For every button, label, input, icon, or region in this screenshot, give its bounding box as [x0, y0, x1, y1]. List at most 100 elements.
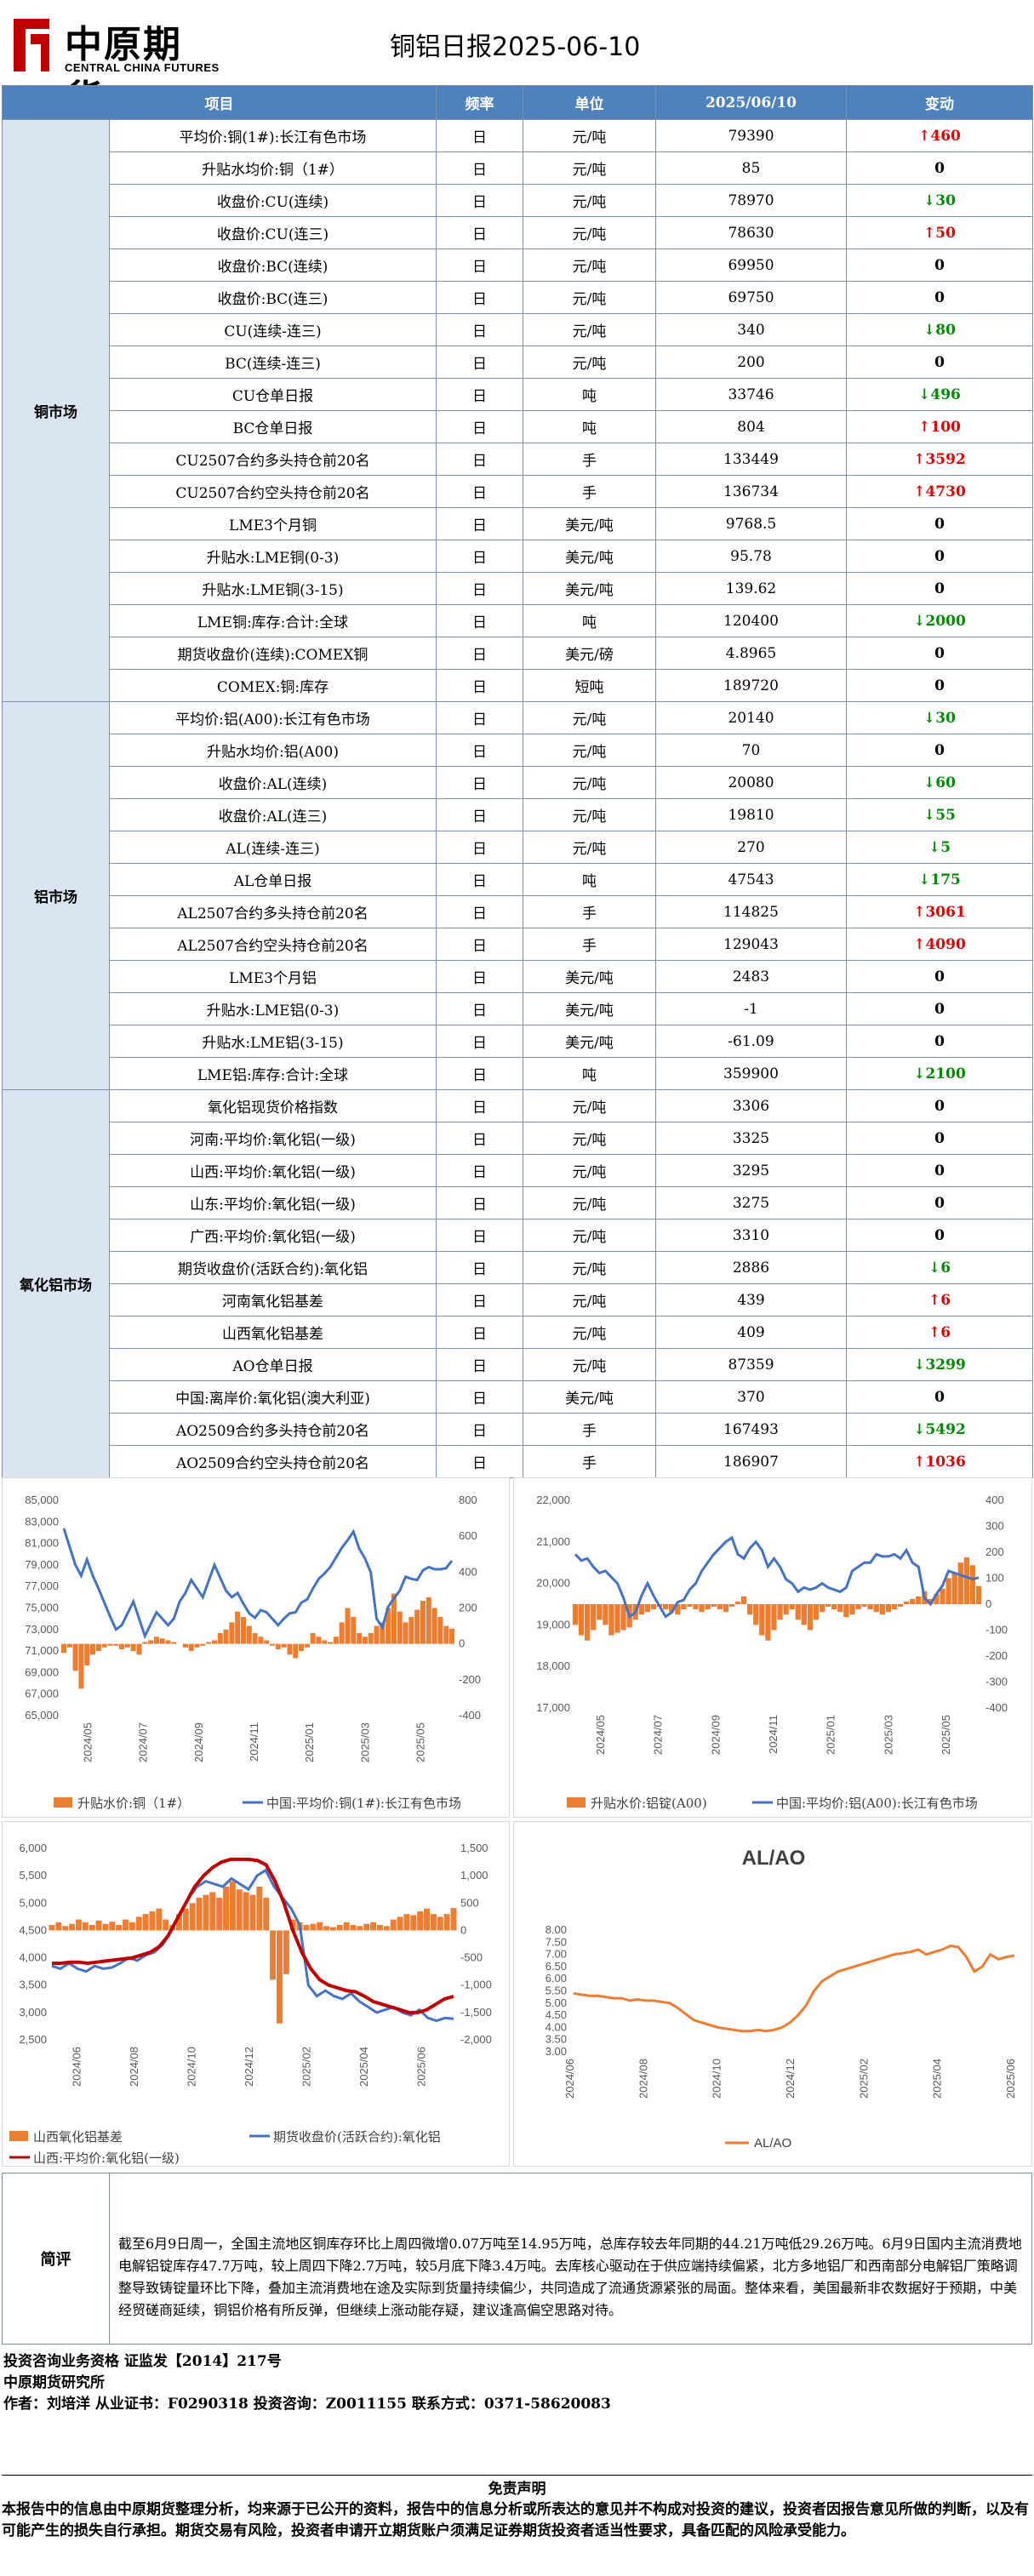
table-row: 广西:平均价:氧化铝(一级) 日元/吨 3310 0	[3, 1219, 1033, 1252]
table-header-row: 项目 频率 单位 2025/06/10 变动	[2, 85, 1033, 120]
change-cell: ↑4090	[846, 928, 1033, 961]
change-value: 3592	[925, 450, 966, 468]
item-cell: LME铜:库存:合计:全球	[109, 604, 437, 637]
change-value: 3061	[925, 903, 966, 921]
frequency-cell: 日	[436, 766, 523, 799]
area-bar	[142, 1642, 148, 1644]
area-bar	[873, 1604, 879, 1613]
unit-cell: 元/吨	[523, 151, 656, 185]
value-cell: 79390	[655, 119, 847, 152]
area-bar	[443, 1625, 449, 1644]
area-bar	[182, 1643, 188, 1648]
arrow-down-icon: ↓	[918, 386, 931, 403]
change-value: 30	[935, 191, 956, 209]
area-bar	[283, 1930, 289, 1974]
value-cell: 2886	[655, 1251, 847, 1284]
arrow-up-icon: ↑	[913, 483, 926, 500]
arrow-down-icon: ↓	[913, 1065, 926, 1082]
arrow-up-icon: ↑	[913, 935, 926, 953]
area-bar	[156, 1908, 163, 1931]
y-tick-label-right: 200	[985, 1545, 1004, 1558]
column-header-unit: 单位	[523, 85, 656, 120]
change-value: 0	[934, 515, 945, 533]
area-bar	[819, 1604, 825, 1613]
area-bar	[705, 1604, 711, 1610]
unit-cell: 吨	[523, 378, 656, 411]
value-cell: 69950	[655, 248, 847, 282]
change-cell: ↓2000	[846, 604, 1033, 637]
area-bar	[130, 1643, 136, 1652]
y-tick-label-right: -400	[459, 1709, 481, 1722]
area-bar	[323, 1926, 330, 1931]
frequency-cell: 日	[436, 604, 523, 637]
change-value: 5492	[925, 1420, 966, 1438]
area-bar	[728, 1604, 735, 1608]
area-bar	[129, 1922, 135, 1931]
area-bar	[89, 1925, 95, 1931]
value-cell: -61.09	[655, 1025, 847, 1058]
unit-cell: 美元/吨	[523, 540, 656, 573]
value-cell: 136734	[655, 475, 847, 508]
aluminium-chart-svg: 22,000 21,000 20,000 19,000 18,000 17,000 400 3…	[536, 1494, 1008, 1811]
table-row: 山东:平均价:氧化铝(一级) 日元/吨 3275 0	[3, 1186, 1033, 1219]
y-tick-label-left: 67,000	[25, 1688, 59, 1700]
value-cell: 270	[655, 831, 847, 864]
change-value: 100	[930, 418, 961, 436]
item-cell: 期货收盘价(活跃合约):氧化铝	[109, 1251, 437, 1284]
value-cell: 114825	[655, 895, 847, 928]
area-bar	[310, 1633, 316, 1644]
value-cell: 439	[655, 1283, 847, 1317]
change-cell: 0	[846, 734, 1033, 767]
al-ao-ratio-chart: AL/AO 8.00 7.50 7.00 6.50 6.00 5.50 5.00 4.50 4.0…	[513, 1821, 1032, 2167]
value-cell: 33746	[655, 378, 847, 411]
y-tick-label: 6.00	[546, 1972, 567, 1985]
table-row: AL仓单日报日吨 47543 ↓175	[3, 863, 1033, 896]
frequency-cell: 日	[436, 1413, 523, 1446]
area-bar	[249, 1894, 256, 1931]
y-tick-label-right: 0	[459, 1637, 465, 1650]
frequency-cell: 日	[436, 1283, 523, 1317]
change-cell: 0	[846, 507, 1033, 540]
area-bar	[825, 1604, 831, 1608]
change-value: 4090	[925, 935, 966, 953]
x-tick-label: 2024/11	[767, 1715, 780, 1754]
item-cell: 氧化铝现货价格指数	[109, 1089, 437, 1122]
x-tick-label: 2025/04	[931, 2059, 944, 2099]
area-bar	[333, 1636, 339, 1644]
change-value: 50	[935, 224, 956, 242]
area-bar	[417, 1911, 424, 1931]
x-tick-label: 2024/06	[71, 2047, 83, 2087]
value-cell: 47543	[655, 863, 847, 896]
item-cell: 升贴水:LME铜(3-15)	[109, 572, 437, 605]
x-tick-label: 2025/01	[303, 1722, 316, 1762]
item-cell: 河南氧化铝基差	[109, 1283, 437, 1317]
y-tick-label-right: -100	[985, 1624, 1008, 1636]
area-bar	[270, 1930, 277, 1980]
column-header-item: 项目	[2, 85, 437, 120]
area-bar	[75, 1919, 82, 1931]
area-bar	[410, 1915, 417, 1931]
area-bar	[414, 1609, 420, 1644]
unit-cell: 元/吨	[523, 831, 656, 864]
item-cell: 河南:平均价:氧化铝(一级)	[109, 1122, 437, 1155]
area-bar	[747, 1604, 753, 1615]
value-cell: 9768.5	[655, 507, 847, 540]
change-cell: 0	[846, 1219, 1033, 1252]
area-bar	[397, 1611, 403, 1644]
y-tick-label-left: 3,500	[19, 1979, 47, 1991]
legend-label: 山西:平均价:氧化铝(一级)	[33, 2150, 180, 2166]
table-row: 铝市场 平均价:铝(A00):长江有色市场日元/吨 20140 ↓30	[2, 701, 1033, 1090]
area-bar	[109, 1922, 116, 1931]
change-cell: ↓60	[846, 766, 1033, 799]
table-row: 收盘价:BC(连续) 日元/吨 69950 0	[3, 248, 1033, 282]
area-bar	[90, 1643, 96, 1655]
area-bar	[299, 1643, 305, 1652]
unit-cell: 元/吨	[523, 1348, 656, 1381]
change-cell: 0	[846, 1025, 1033, 1058]
frequency-cell: 日	[436, 1348, 523, 1381]
item-cell: BC(连续-连三)	[109, 346, 437, 379]
item-cell: 升贴水:LME铝(0-3)	[109, 992, 437, 1025]
area-bar	[368, 1633, 374, 1644]
item-cell: 升贴水:LME铝(3-15)	[109, 1025, 437, 1058]
area-bar	[777, 1604, 783, 1620]
